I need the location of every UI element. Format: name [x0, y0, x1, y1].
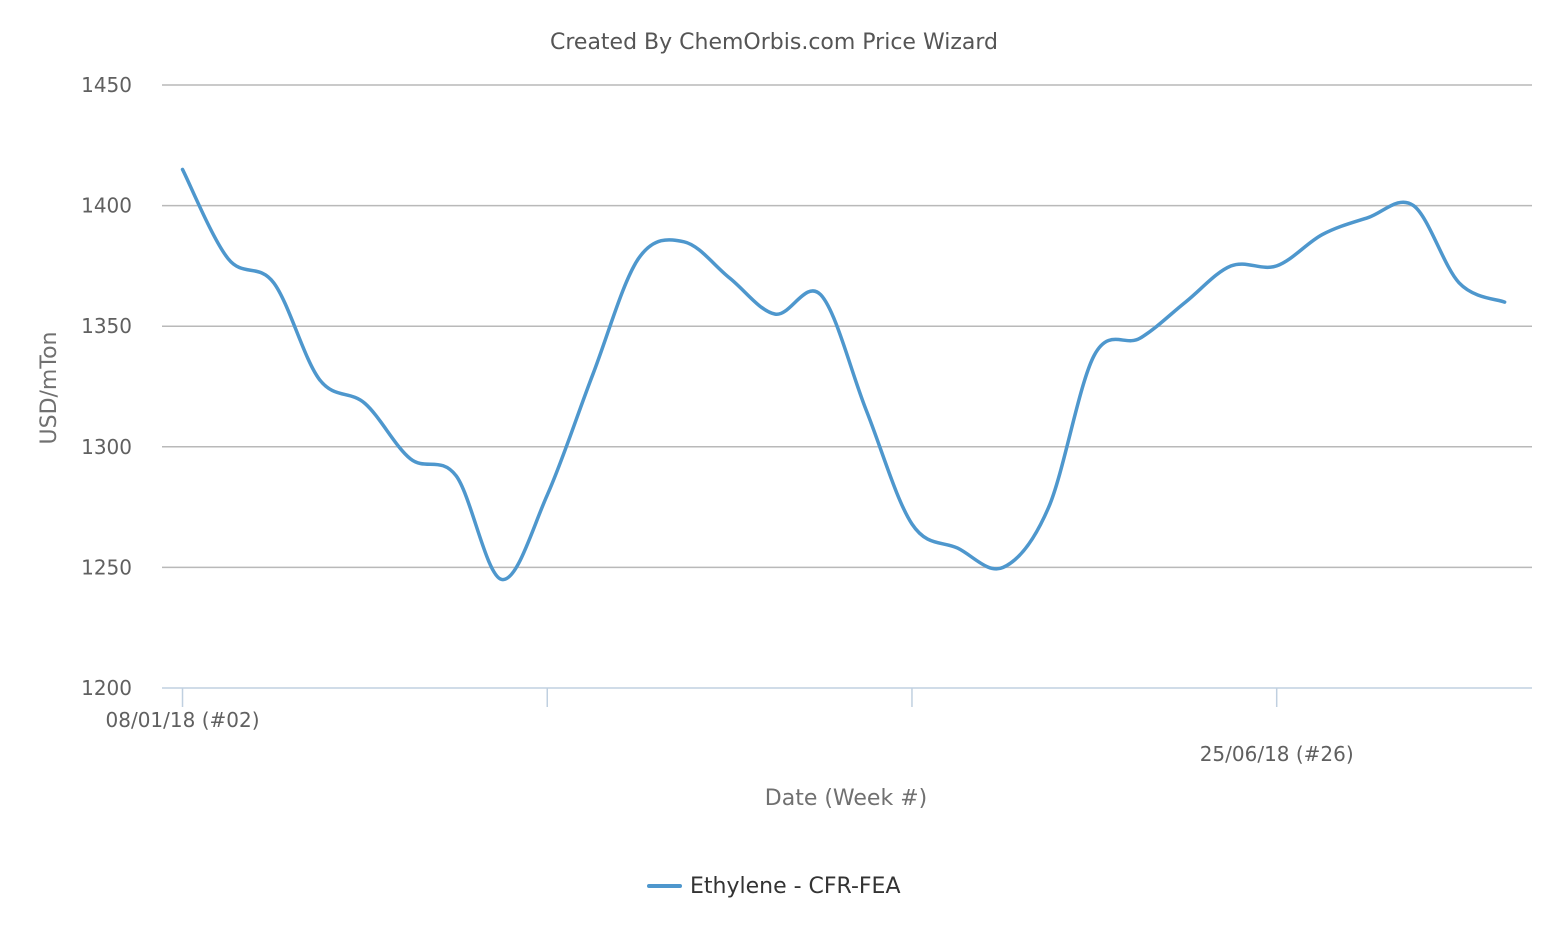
x-axis: 08/01/18 (#02) 25/06/18 (#26)	[106, 687, 1532, 766]
data-point-week-11[interactable]	[589, 370, 597, 378]
series-group	[179, 165, 1509, 583]
legend[interactable]: Ethylene - CFR-FEA	[647, 874, 901, 899]
data-point-week-4[interactable]	[270, 279, 278, 287]
data-point-week-22[interactable]	[1090, 351, 1098, 359]
data-point-week-24[interactable]	[1182, 298, 1190, 306]
data-point-week-10[interactable]	[543, 491, 551, 499]
data-point-week-23[interactable]	[1136, 334, 1144, 342]
data-point-week-17[interactable]	[862, 407, 870, 415]
legend-label-ethylene: Ethylene - CFR-FEA	[690, 874, 901, 899]
data-point-week-31[interactable]	[1501, 298, 1509, 306]
data-point-week-21[interactable]	[1045, 503, 1053, 511]
data-point-week-9[interactable]	[498, 575, 506, 583]
x-tick-label-week-2: 08/01/18 (#02)	[106, 708, 260, 732]
data-point-week-25[interactable]	[1227, 262, 1235, 270]
chart-title: Created By ChemOrbis.com Price Wizard	[550, 30, 998, 55]
data-point-week-30[interactable]	[1455, 279, 1463, 287]
data-point-week-18[interactable]	[908, 520, 916, 528]
y-tick-label-1450: 1450	[81, 73, 132, 97]
x-axis-label: Date (Week #)	[765, 786, 927, 811]
y-axis-label: USD/mTon	[37, 332, 62, 445]
data-point-week-20[interactable]	[999, 563, 1007, 571]
data-point-week-27[interactable]	[1318, 231, 1326, 239]
data-point-week-15[interactable]	[771, 310, 779, 318]
y-tick-label-1250: 1250	[81, 555, 132, 579]
series-line-ethylene[interactable]	[180, 167, 1507, 582]
data-point-week-5[interactable]	[315, 375, 323, 383]
data-point-week-2[interactable]	[179, 165, 187, 173]
y-tick-label-1300: 1300	[81, 435, 132, 459]
data-point-week-19[interactable]	[954, 544, 962, 552]
gridlines	[162, 84, 1532, 569]
data-point-week-8[interactable]	[452, 472, 460, 480]
data-point-week-26[interactable]	[1273, 262, 1281, 270]
y-axis-ticks: 1200 1250 1300 1350 1400 1450	[81, 73, 132, 700]
data-point-week-28[interactable]	[1364, 214, 1372, 222]
data-point-week-7[interactable]	[406, 455, 414, 463]
data-point-week-6[interactable]	[361, 399, 369, 407]
data-point-week-12[interactable]	[634, 255, 642, 263]
data-point-week-14[interactable]	[726, 274, 734, 282]
y-tick-label-1400: 1400	[81, 194, 132, 218]
data-point-week-29[interactable]	[1409, 202, 1417, 210]
y-tick-label-1200: 1200	[81, 676, 132, 700]
data-point-week-16[interactable]	[817, 291, 825, 299]
y-tick-label-1350: 1350	[81, 314, 132, 338]
data-point-week-3[interactable]	[224, 255, 232, 263]
x-tick-label-week-26: 25/06/18 (#26)	[1200, 742, 1354, 766]
data-point-week-13[interactable]	[680, 238, 688, 246]
